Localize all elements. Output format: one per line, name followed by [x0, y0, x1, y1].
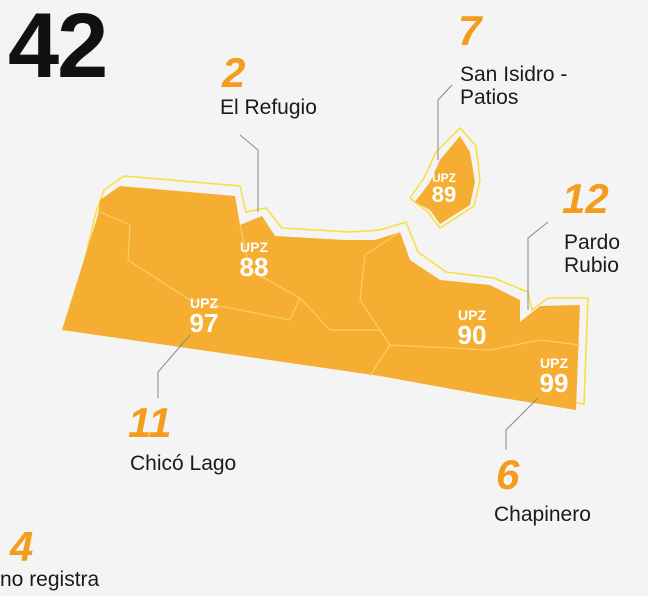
upz-key: UPZ: [190, 295, 218, 311]
region-outline: [408, 126, 481, 230]
upz-label: UPZ 89: [420, 172, 468, 206]
zone-count: 11: [128, 399, 172, 446]
upz-key: UPZ: [432, 171, 456, 185]
upz-code: 97: [189, 308, 219, 338]
upz-code: 99: [539, 368, 569, 398]
zone-name: San Isidro - Patios: [460, 63, 568, 110]
zone-count: 7: [458, 7, 482, 54]
zone-name: El Refugio: [220, 96, 317, 119]
upz-code: 89: [431, 182, 457, 207]
boundary: [359, 231, 401, 331]
upz-label: UPZ 90: [446, 308, 498, 348]
upz-label: UPZ 97: [178, 296, 230, 336]
region: [415, 136, 475, 224]
total: 42: [8, 0, 108, 97]
upz-label: UPZ 99: [528, 356, 580, 396]
no-registra-label: no registra: [0, 568, 100, 591]
zone-count: 2: [222, 49, 246, 96]
zone-name: Pardo Rubio: [564, 231, 621, 278]
boundary: [389, 339, 581, 351]
callout-line: [437, 84, 453, 160]
callout-line: [505, 397, 539, 450]
callout-line: [157, 334, 191, 398]
upz-key: UPZ: [458, 307, 486, 323]
callout-line: [239, 134, 259, 212]
zone-name: Chapinero: [494, 503, 591, 526]
upz-code: 90: [457, 320, 487, 350]
zone-count: 12: [562, 175, 609, 222]
upz-key: UPZ: [540, 355, 568, 371]
boundary: [239, 224, 301, 299]
region: [62, 186, 580, 410]
boundary: [99, 211, 391, 377]
zone-name: Chicó Lago: [130, 452, 237, 475]
upz-code: 88: [239, 252, 269, 282]
upz-label: UPZ 88: [228, 240, 280, 280]
callout-line: [527, 221, 549, 310]
upz-key: UPZ: [240, 239, 268, 255]
no-registra-count: 4: [10, 523, 34, 570]
zone-count: 6: [496, 451, 520, 498]
